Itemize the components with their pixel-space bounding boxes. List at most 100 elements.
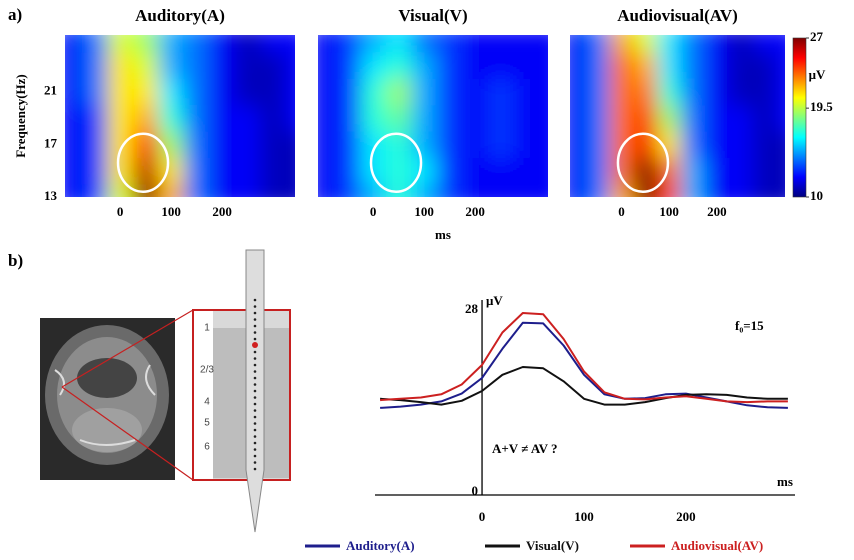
annotation: f₀=15: [735, 318, 764, 333]
heat-cell: [462, 105, 488, 132]
layer-label: 1: [204, 323, 210, 334]
mri-illustration: [40, 250, 290, 532]
panel-label: a): [8, 5, 22, 24]
heat-cell: [657, 26, 681, 53]
x-tick-label: 200: [707, 204, 727, 219]
heat-cell: [411, 105, 437, 132]
panel-label: b): [8, 251, 23, 270]
heat-cell: [260, 78, 286, 105]
y-tick-label: 13: [44, 188, 58, 203]
heat-cell: [107, 78, 133, 105]
legend-label: Audiovisual(AV): [671, 538, 763, 553]
y-tick-label: 17: [44, 135, 58, 150]
layer-label: 5: [204, 418, 210, 429]
heat-cell: [260, 131, 286, 158]
heat-cell: [681, 184, 705, 211]
heat-cell: [386, 78, 412, 105]
heat-cell: [753, 26, 777, 53]
heat-cell: [729, 157, 753, 184]
x-tick-label: 0: [117, 204, 124, 219]
heat-cell: [360, 78, 386, 105]
heat-cell: [286, 184, 312, 211]
heat-cell: [657, 157, 681, 184]
heat-cell: [56, 105, 82, 132]
layer-label: 4: [204, 397, 210, 408]
heat-cell: [82, 157, 108, 184]
heat-cell: [586, 52, 610, 79]
heat-cell: [209, 26, 235, 53]
figure: a) b) Auditory(A)0100200131721Frequency(…: [0, 0, 854, 560]
heat-cell: [56, 26, 82, 53]
heat-cell: [657, 78, 681, 105]
heat-cell: [562, 78, 586, 105]
heat-cell: [133, 105, 159, 132]
legend-label: Visual(V): [526, 538, 579, 553]
heat-cell: [309, 78, 335, 105]
heat-cell: [681, 78, 705, 105]
heat-cell: [610, 131, 634, 158]
colorbar-tick-label: 10: [810, 188, 823, 203]
heat-cell: [610, 78, 634, 105]
heat-cell: [513, 52, 539, 79]
heat-cell: [437, 157, 463, 184]
heat-cell: [411, 78, 437, 105]
heat-cell: [633, 78, 657, 105]
heat-cell: [705, 157, 729, 184]
x-tick-label: 200: [212, 204, 232, 219]
heat-cell: [133, 78, 159, 105]
layer-label: 6: [204, 442, 210, 453]
heat-cell: [437, 131, 463, 158]
heat-cell: [386, 105, 412, 132]
heat-cell: [729, 52, 753, 79]
heat-cell: [681, 26, 705, 53]
colorbar-label: μV: [809, 67, 826, 82]
heat-cell: [633, 26, 657, 53]
heat-cell: [286, 105, 312, 132]
heat-cell: [133, 26, 159, 53]
heat-cell: [360, 52, 386, 79]
heat-cell: [107, 26, 133, 53]
heat-cell: [437, 105, 463, 132]
heat-cell: [56, 52, 82, 79]
heat-cell: [462, 78, 488, 105]
heat-cell: [539, 52, 565, 79]
heat-cell: [209, 131, 235, 158]
heat-cell: [235, 105, 261, 132]
x-axis-label: ms: [777, 474, 793, 489]
heat-cell: [729, 78, 753, 105]
heat-cell: [335, 131, 361, 158]
heat-cell: [184, 184, 210, 211]
heat-cell: [133, 157, 159, 184]
heat-cell: [56, 157, 82, 184]
heat-cell: [437, 26, 463, 53]
heat-cell: [335, 78, 361, 105]
x-tick-label: 0: [618, 204, 625, 219]
heat-cell: [107, 105, 133, 132]
heat-cell: [753, 78, 777, 105]
heat-cell: [586, 184, 610, 211]
heat-cell: [309, 157, 335, 184]
heat-cell: [386, 157, 412, 184]
heat-cell: [360, 26, 386, 53]
colorbar-tick-label: 19.5: [810, 99, 833, 114]
heat-cell: [209, 157, 235, 184]
heat-cell: [82, 26, 108, 53]
heat-cell: [539, 184, 565, 211]
heat-cell: [360, 105, 386, 132]
heat-cell: [184, 52, 210, 79]
x-tick-label: 100: [659, 204, 679, 219]
heat-cell: [633, 157, 657, 184]
heat-cell: [184, 131, 210, 158]
heat-cell: [562, 105, 586, 132]
heat-cell: [235, 26, 261, 53]
heat-cell: [309, 52, 335, 79]
heatmap: [309, 26, 564, 211]
heat-cell: [335, 26, 361, 53]
heat-cell: [488, 131, 514, 158]
heat-cell: [562, 157, 586, 184]
heat-cell: [610, 26, 634, 53]
heat-cell: [386, 26, 412, 53]
y-tick-label: 21: [44, 83, 57, 98]
panel-title: Auditory(A): [135, 6, 225, 25]
heat-cell: [184, 105, 210, 132]
